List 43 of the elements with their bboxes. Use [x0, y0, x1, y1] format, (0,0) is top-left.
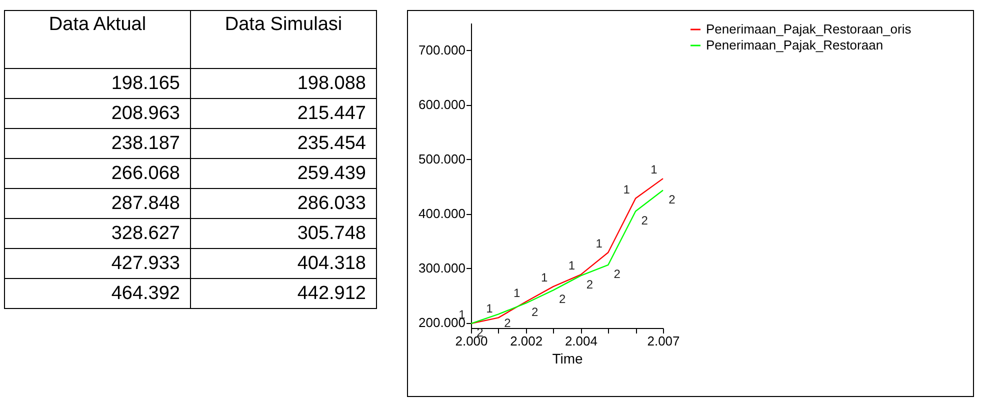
annotation: 1 — [486, 302, 494, 316]
annotation: 2 — [586, 278, 594, 292]
text: 198.088 — [190, 68, 376, 98]
y-tick-label: 300.000 — [418, 260, 466, 276]
y-tick-label: 700.000 — [418, 42, 466, 58]
y-tick-label: 500.000 — [418, 152, 466, 167]
annotation: 2 — [668, 192, 676, 206]
text: 328.627 — [4, 218, 190, 248]
annotation: 1 — [514, 286, 521, 300]
annotation: 2 — [558, 292, 566, 306]
text: 235.454 — [190, 128, 376, 158]
annotation: 1 — [540, 270, 548, 285]
x-axis-title: Time — [552, 350, 584, 366]
x-tick-label: 2.007 — [647, 334, 680, 348]
text: 404.318 — [190, 248, 376, 278]
annotation: 2 — [504, 316, 512, 330]
text: 286.033 — [190, 188, 376, 218]
annotation: 1 — [623, 182, 630, 196]
text: 215.447 — [190, 98, 376, 128]
text: 259.439 — [190, 158, 376, 188]
text: 287.848 — [4, 188, 190, 218]
annotation: 2 — [641, 213, 648, 228]
annotation: 2 — [614, 266, 621, 281]
annotation: 1 — [568, 258, 576, 273]
annotation: 2 — [532, 305, 539, 320]
text: 305.748 — [190, 218, 376, 248]
text: 464.392 — [4, 278, 190, 308]
x-tick-label: 2.004 — [564, 334, 598, 348]
text: 427.933 — [4, 248, 190, 278]
text: 442.912 — [190, 278, 376, 308]
x-tick-label: 2.002 — [510, 334, 543, 348]
text: 266.068 — [4, 158, 190, 188]
text: Data Aktual — [4, 10, 190, 68]
y-tick-label: 600.000 — [418, 97, 466, 112]
text: Data Simulasi — [190, 10, 376, 68]
annotation: 1 — [650, 162, 658, 177]
annotation: 1 — [596, 236, 603, 250]
legend-label: Penerimaan_Pajak_Restoraan_oris — [706, 22, 912, 36]
legend-label: Penerimaan_Pajak_Restoraan — [706, 38, 884, 52]
text: 198.165 — [4, 68, 190, 98]
text: 238.187 — [4, 128, 190, 158]
text: 208.963 — [4, 98, 190, 128]
y-tick-label: 400.000 — [418, 206, 466, 222]
